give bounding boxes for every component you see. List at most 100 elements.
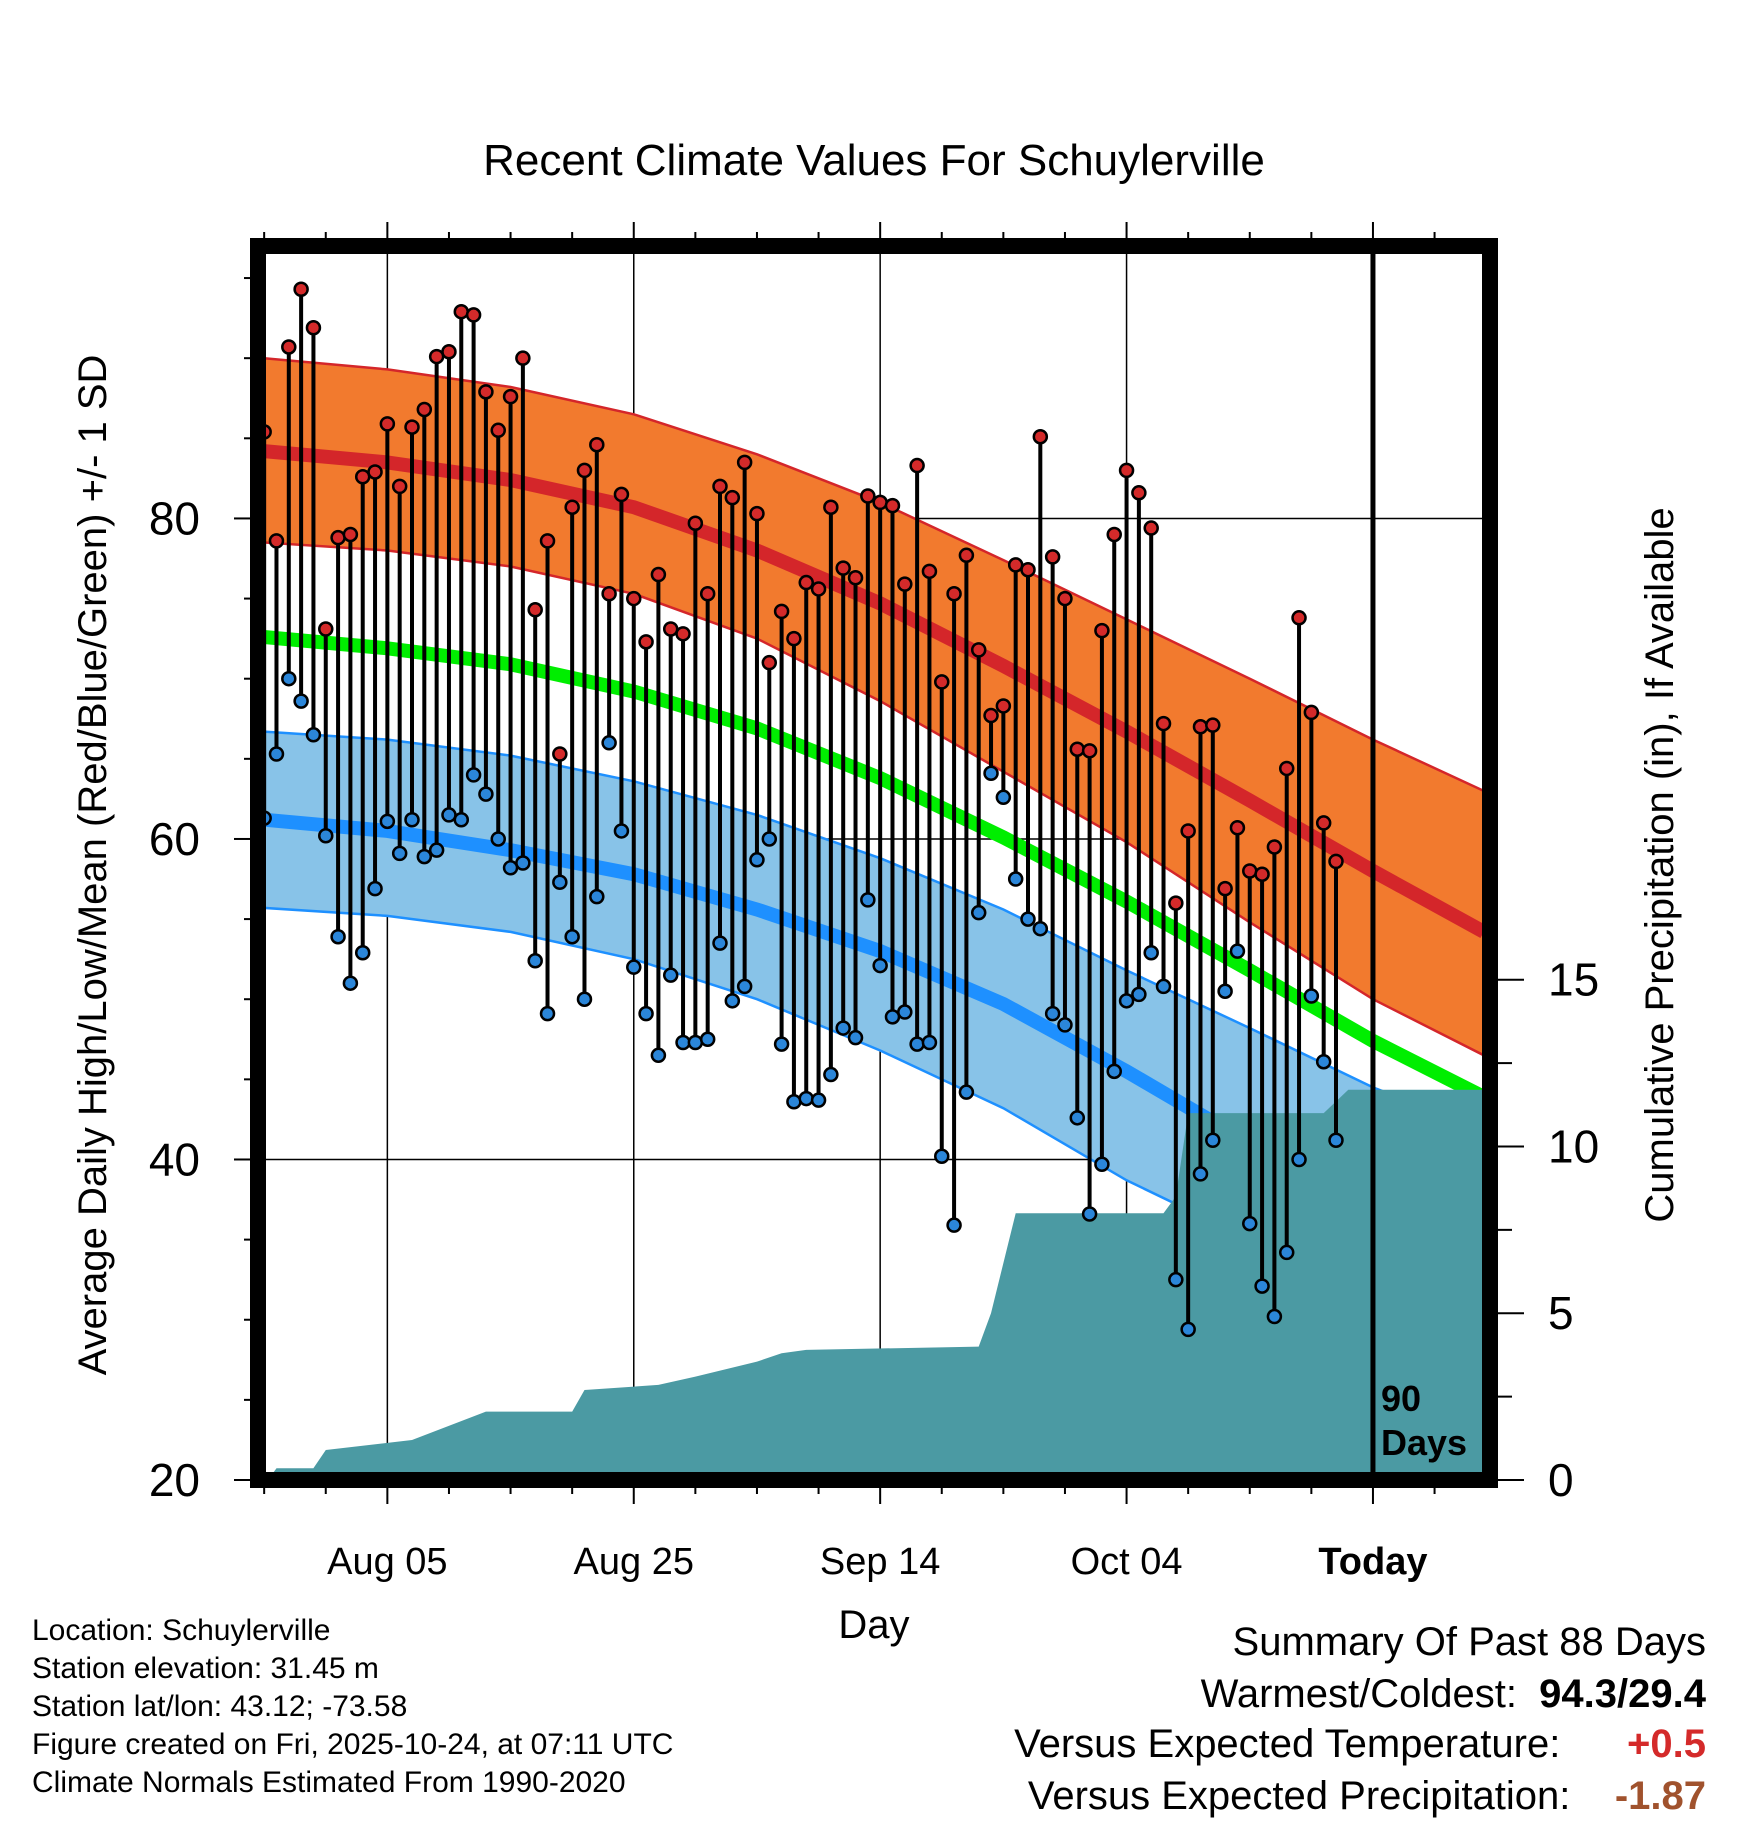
observed-high-point (1242, 863, 1258, 879)
observed-high-point (441, 344, 457, 360)
observed-high-point (490, 422, 506, 439)
precip-value: -1.87 (1614, 1774, 1706, 1818)
observed-high-point (576, 462, 593, 479)
observed-low-point (662, 967, 679, 983)
observed-high-point (601, 586, 617, 602)
observed-low-point (786, 1094, 802, 1110)
observed-low-point (1118, 993, 1135, 1009)
observed-high-point (1254, 866, 1270, 882)
observed-high-point (773, 603, 790, 620)
observed-low-point (1032, 920, 1049, 937)
plot-area: 90 Days (258, 246, 1490, 1480)
observed-high-point (305, 319, 322, 336)
observed-low-point (1057, 1017, 1073, 1033)
observed-high-point (872, 494, 888, 511)
observed-high-point (897, 576, 913, 592)
observed-low-point (281, 670, 297, 687)
observed-high-point (453, 303, 470, 320)
today-days-label: 90 Days (1381, 1378, 1467, 1463)
observed-high-point (626, 590, 642, 607)
observed-low-point (367, 880, 383, 897)
observed-low-point (909, 1036, 925, 1052)
info-elevation: Station elevation: 31.45 m (32, 1652, 379, 1685)
station-info: Location: Schuylerville Station elevatio… (32, 1612, 673, 1802)
observed-low-point (638, 1005, 654, 1022)
observed-high-point (860, 488, 876, 504)
observed-high-point (1291, 610, 1307, 626)
observed-high-point (1007, 557, 1024, 573)
observed-low-point (478, 786, 494, 802)
info-created: Figure created on Fri, 2025-10-24, at 07… (32, 1728, 674, 1761)
observed-low-point (293, 693, 309, 709)
observed-high-point (1118, 462, 1135, 479)
observed-low-point (1081, 1206, 1098, 1222)
observed-low-point (465, 767, 482, 783)
plot-frame (250, 238, 1498, 1488)
observed-low-point (330, 928, 346, 945)
observed-high-point (1315, 815, 1332, 831)
observed-low-point (1315, 1053, 1332, 1070)
observed-high-point (502, 388, 519, 405)
observed-high-point (1278, 760, 1295, 777)
observed-low-point (983, 765, 999, 782)
observed-low-point (1291, 1151, 1307, 1168)
observed-low-point (724, 993, 741, 1009)
observed-high-point (823, 499, 839, 515)
precip-label: Versus Expected Precipitation: (1027, 1774, 1571, 1818)
observed-high-point (847, 569, 864, 586)
info-normals: Climate Normals Estimated From 1990-2020 (32, 1766, 626, 1799)
observed-low-point (872, 957, 888, 974)
observed-low-point (576, 991, 593, 1007)
observed-high-point (724, 489, 741, 506)
x-tick-label: Aug 05 (327, 1541, 447, 1583)
x-tick-label: Sep 14 (820, 1541, 940, 1583)
observed-low-point (1106, 1063, 1122, 1080)
chart-title: Recent Climate Values For Schuylerville (483, 136, 1265, 185)
observed-low-point (761, 831, 778, 847)
observed-low-point (441, 807, 457, 823)
observed-high-point (749, 505, 765, 522)
observed-low-point (847, 1029, 864, 1046)
observed-low-point (539, 1005, 556, 1022)
observed-high-point (921, 563, 938, 580)
observed-high-point (1057, 590, 1073, 607)
observed-low-point (934, 1148, 950, 1165)
observed-low-point (884, 1009, 901, 1025)
observed-low-point (687, 1034, 704, 1051)
observed-high-point (1044, 549, 1061, 565)
observed-high-point (1032, 428, 1049, 445)
observed-high-point (983, 707, 999, 724)
observed-low-point (958, 1084, 975, 1100)
warm-cold-label: Warmest/Coldest: (1200, 1672, 1517, 1716)
observed-high-point (1328, 853, 1344, 870)
y2-axis-label: Cumulative Precipitation (in), If Availa… (1638, 507, 1682, 1222)
observed-high-point (1303, 704, 1320, 721)
observed-low-point (1155, 978, 1172, 995)
observed-high-point (527, 602, 543, 618)
observed-low-point (712, 935, 728, 951)
observed-low-point (416, 848, 433, 865)
observed-high-point (465, 307, 482, 323)
observed-high-point (416, 401, 433, 418)
observed-high-point (318, 621, 334, 637)
observed-low-point (404, 811, 420, 828)
observed-high-point (909, 457, 925, 474)
observed-high-point (946, 586, 962, 602)
observed-high-point (428, 348, 445, 365)
observed-low-point (552, 874, 568, 890)
x-axis-label: Day (838, 1603, 909, 1647)
observed-low-point (589, 888, 605, 905)
observed-high-point (552, 746, 568, 762)
observed-high-point (958, 547, 975, 564)
observed-low-point (1254, 1278, 1270, 1294)
observed-high-point (675, 626, 691, 642)
observed-high-point (736, 454, 753, 471)
observed-low-point (921, 1034, 938, 1051)
observed-high-point (1217, 880, 1233, 897)
observed-high-point (1094, 622, 1110, 639)
observed-low-point (626, 959, 642, 975)
observed-high-point (1143, 520, 1159, 536)
observed-low-point (527, 953, 543, 969)
info-location: Location: Schuylerville (32, 1614, 331, 1647)
summary-title: Summary Of Past 88 Days (1232, 1620, 1706, 1664)
